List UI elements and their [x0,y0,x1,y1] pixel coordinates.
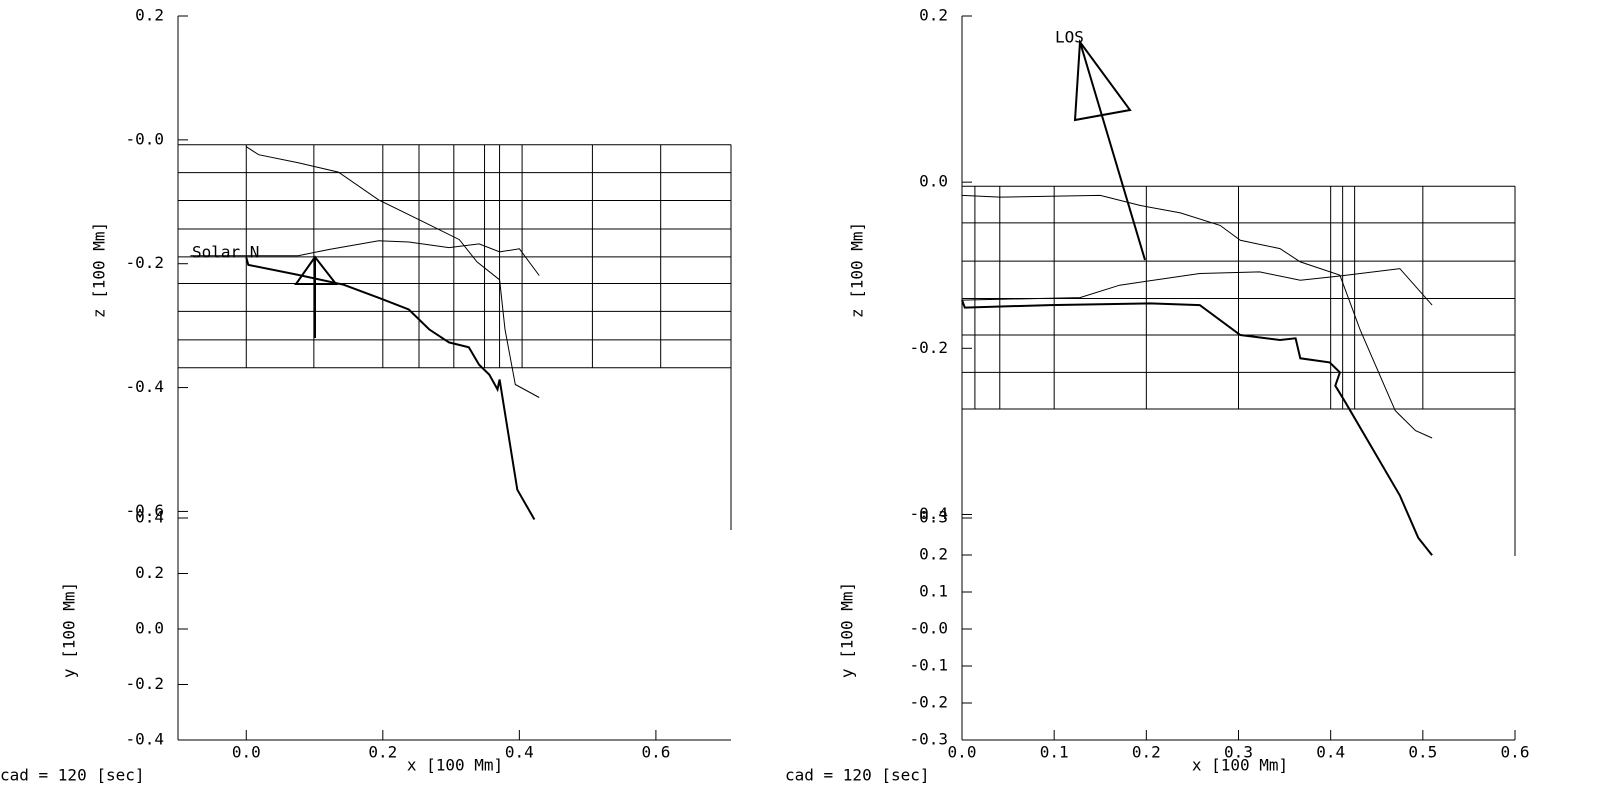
x-axis-label: x [100 Mm] [1192,756,1288,775]
y-tick-label: -0.1 [909,656,948,675]
z-tick-label: 0.2 [135,6,164,25]
y-tick-label: 0.2 [135,563,164,582]
z-tick-label: -0.2 [125,253,164,272]
footer: cad = 120 [sec] [0,766,145,785]
x-tick-label: 0.5 [1408,743,1437,762]
x-tick-label: 0.2 [1132,743,1161,762]
z-tick-label: -0.4 [909,504,948,523]
x-tick-label: 0.4 [505,743,534,762]
z-tick-label: 0.0 [919,172,948,191]
y-tick-label: -0.3 [909,730,948,749]
x-tick-label: 0.4 [1316,743,1345,762]
x-tick-label: 0.1 [1040,743,1069,762]
y-axis-label: y [100 Mm] [838,582,857,678]
x-tick-label: 0.6 [1501,743,1530,762]
annotation: LOS [1055,28,1084,47]
arrow-head [1073,39,1132,122]
data-line [961,194,1433,439]
data-line [190,240,540,276]
z-axis-label: z [100 Mm] [90,222,109,318]
data-line [961,268,1433,306]
y-tick-label: -0.0 [909,619,948,638]
y-tick-label: 0.3 [919,508,948,527]
x-axis-label: x [100 Mm] [407,756,503,775]
y-tick-label: 0.4 [135,508,164,527]
y-axis-label: y [100 Mm] [60,582,79,678]
z-axis-label: z [100 Mm] [848,222,867,318]
y-tick-label: -0.4 [125,730,164,749]
data-line [245,257,536,520]
z-tick-label: 0.2 [919,6,948,25]
z-tick-label: -0.4 [125,377,164,396]
annotation: Solar N [192,243,259,262]
y-tick-label: 0.2 [919,545,948,564]
x-tick-label: 0.2 [368,743,397,762]
los-arrow [1079,41,1146,261]
footer: cad = 120 [sec] [785,766,930,785]
x-tick-label: 0.3 [1224,743,1253,762]
y-tick-label: 0.1 [919,582,948,601]
y-tick-label: 0.0 [135,619,164,638]
x-tick-label: 0.0 [948,743,977,762]
x-tick-label: 0.6 [641,743,670,762]
y-tick-label: -0.2 [909,693,948,712]
data-line [961,299,1433,556]
z-tick-label: -0.0 [125,129,164,148]
x-tick-label: 0.0 [232,743,261,762]
z-tick-label: -0.2 [909,338,948,357]
y-tick-label: -0.2 [125,674,164,693]
z-tick-label: -0.6 [125,501,164,520]
data-line [246,146,540,398]
